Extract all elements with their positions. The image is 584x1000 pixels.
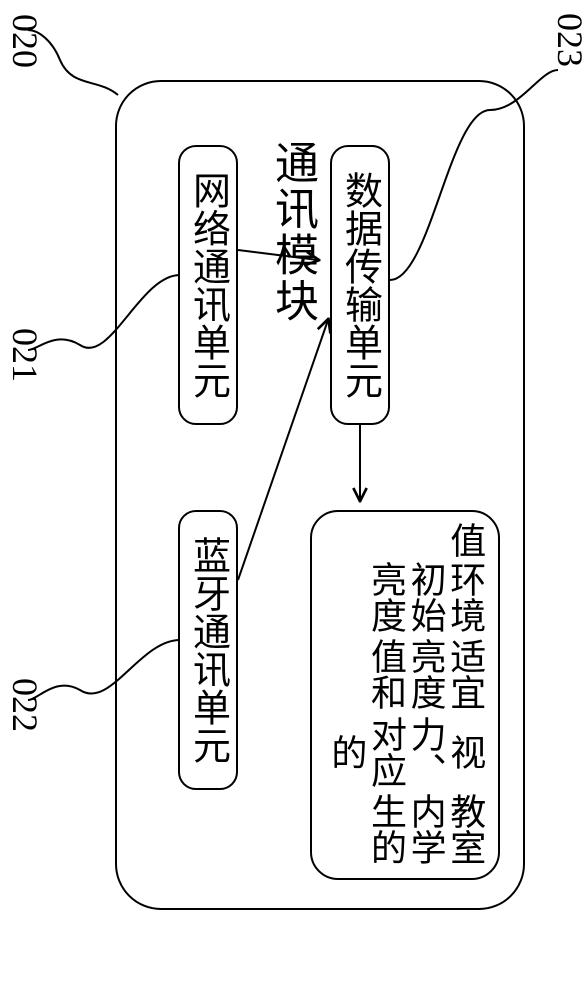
lead-label-023: 023 bbox=[549, 13, 584, 67]
lead-label-022: 022 bbox=[4, 678, 46, 732]
diagram-canvas: 通讯模块 网络通讯单元 蓝牙通讯单元 数据传输单元 教室内学生的 视力、对应的 … bbox=[0, 0, 584, 1000]
lead-label-020: 020 bbox=[4, 14, 46, 68]
output-text: 教室内学生的 视力、对应的 适宜亮度值和 环境初始亮度 值 bbox=[326, 522, 484, 868]
network-comm-unit: 网络通讯单元 bbox=[178, 145, 238, 425]
lead-label-021: 021 bbox=[4, 328, 46, 382]
data-transfer-unit: 数据传输单元 bbox=[330, 145, 390, 425]
bluetooth-comm-unit: 蓝牙通讯单元 bbox=[178, 510, 238, 790]
output-description-box: 教室内学生的 视力、对应的 适宜亮度值和 环境初始亮度 值 bbox=[310, 510, 500, 880]
